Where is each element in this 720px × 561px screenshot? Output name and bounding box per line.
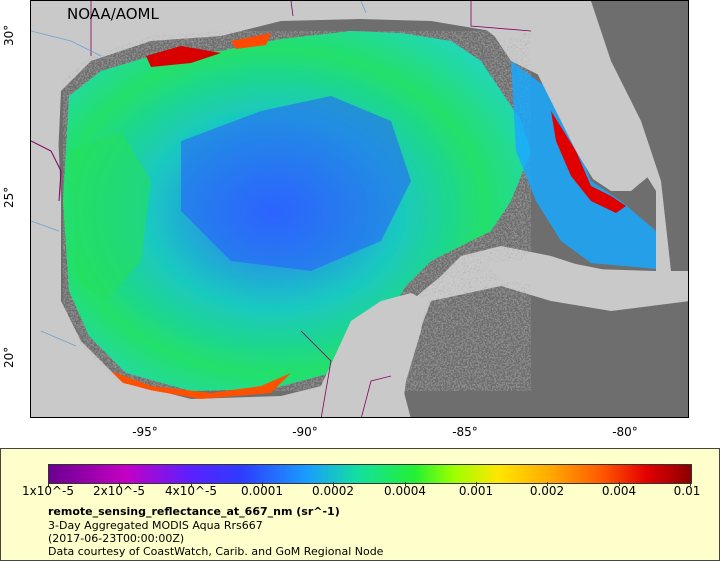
colorbar-tick: 0.0002 [312,484,354,498]
lat-tick-30: 30° [2,24,16,46]
lon-tick-95: -95° [132,425,158,439]
colorbar-tick: 1x10^-5 [21,484,75,498]
florida-peninsula [529,31,649,191]
legend-panel: 1x10^-5 2x10^-5 4x10^-5 0.0001 0.0002 0.… [0,448,720,561]
river-3 [31,220,60,232]
guatemala-border [361,375,392,417]
coastal-high-north [146,46,221,67]
cuba-island [486,259,671,301]
lon-tick-80: -80° [612,425,638,439]
reflectance-west-green [71,131,151,301]
map-panel: NOAA/AOML [30,0,689,418]
reflectance-flshelf [511,61,656,269]
colorbar-tick: 2x10^-5 [92,484,146,498]
colorbar [48,464,692,484]
us-landmass [31,1,591,91]
dataset-label: 3-Day Aggregated MODIS Aqua Rrs667 [48,519,263,532]
yucatan-peninsula [321,293,426,417]
atlantic-nodata [591,1,688,271]
lat-tick-25: 25° [2,186,16,208]
colorbar-tick: 0.002 [529,484,565,498]
river-4 [40,330,77,347]
watermark-label: NOAA/AOML [67,5,159,23]
lon-tick-90: -90° [292,425,318,439]
mexico-state-border [300,330,332,417]
caribbean-nodata [401,286,688,417]
colorbar-tick: 4x10^-5 [164,484,218,498]
river-1 [31,30,102,57]
colorbar-tick: 0.01 [673,484,701,498]
colorbar-tick: 0.0001 [241,484,283,498]
river-2 [360,1,367,14]
coastal-high-north2 [231,33,271,49]
colorbar-tick: 0.0004 [384,484,426,498]
lon-tick-85: -85° [452,425,478,439]
credit-label: Data courtesy of CoastWatch, Carib. and … [48,545,384,558]
reflectance-blue-core [181,96,411,271]
coastal-high-fl [551,111,626,213]
variable-title: remote_sensing_reflectance_at_667_nm (sr… [48,505,340,518]
reflectance-map [31,1,688,417]
time-label: (2017-06-23T00:00:00Z) [48,532,185,545]
state-border-3 [470,1,532,32]
us-mexico-border [31,140,62,202]
state-border-2 [290,1,294,17]
colorbar-tick: 0.004 [601,484,637,498]
coastal-high-south [111,371,291,399]
lat-tick-20: 20° [2,346,16,368]
colorbar-tick: 0.001 [458,484,494,498]
